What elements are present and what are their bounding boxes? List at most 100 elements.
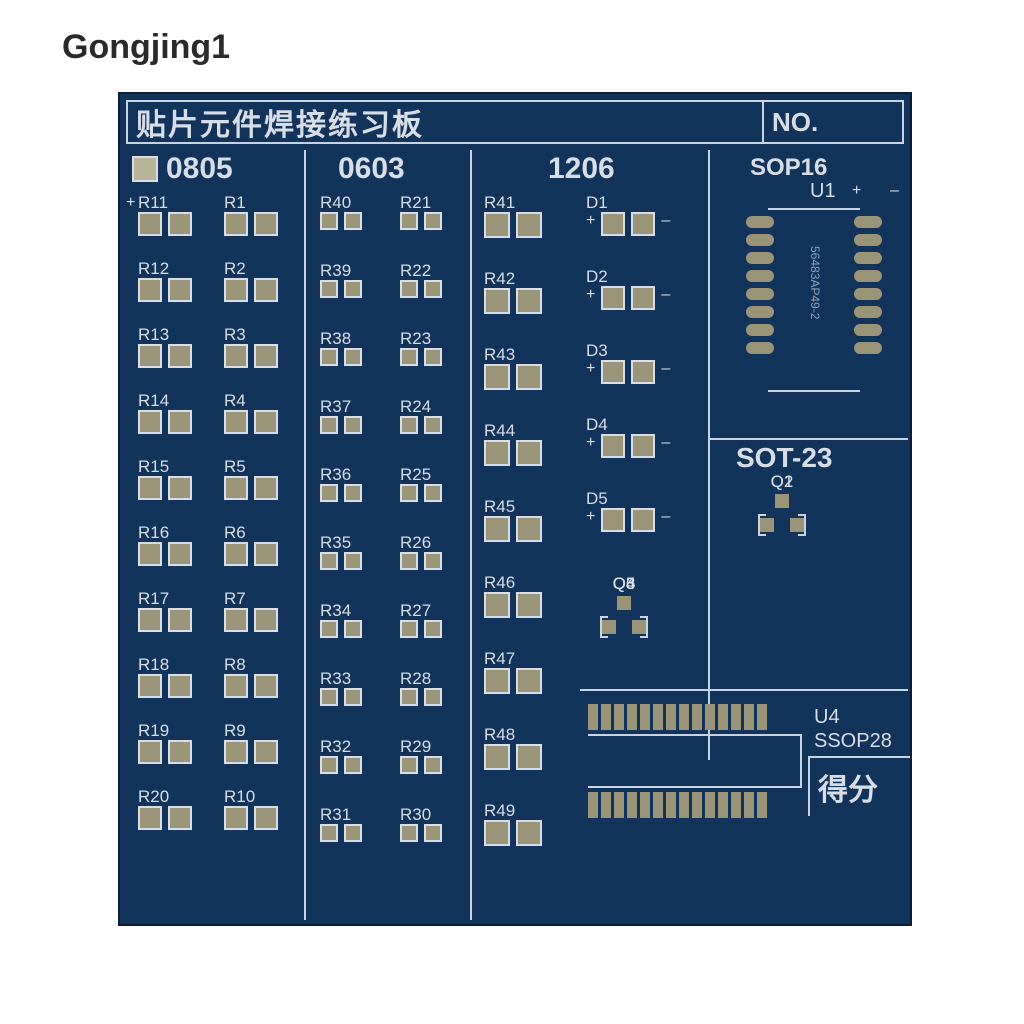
ssop-pin [718,704,728,730]
pad [138,542,162,566]
ref-label: R35 [320,534,351,552]
polarity-mark: – [661,212,670,236]
polarity-mark: – [661,360,670,384]
ref-label: R27 [400,602,431,620]
ssop-pin [614,792,624,818]
ref-label: R7 [224,590,246,608]
pads [320,688,362,706]
pads [400,552,442,570]
ssop28-pins-top [588,704,802,730]
ref-label: R47 [484,650,515,668]
ref-label: R6 [224,524,246,542]
pads [224,608,278,632]
ssop-pin [588,792,598,818]
component-r6: R6 [224,524,278,566]
component-r12: R12 [138,260,192,302]
score-box: 得分 [808,756,910,816]
ref-label: R13 [138,326,169,344]
pad [320,552,338,570]
ref-label: R22 [400,262,431,280]
ref-label: R21 [400,194,431,212]
divider [708,150,710,760]
label-0805: 0805 [166,152,233,186]
ref-label: R41 [484,194,515,212]
ssop-pin [705,704,715,730]
pad [344,280,362,298]
ref-label: R33 [320,670,351,688]
pad [344,824,362,842]
pads: +– [586,360,670,384]
pads [224,344,278,368]
ref-label: R8 [224,656,246,674]
component-r29: R29 [400,738,442,774]
component-r39: R39 [320,262,362,298]
ssop-pin [679,792,689,818]
pad [400,416,418,434]
component-r24: R24 [400,398,442,434]
pad [138,278,162,302]
pad [168,806,192,830]
pads [400,756,442,774]
ssop-pin [666,792,676,818]
ssop-pin [744,792,754,818]
pads: +– [586,286,670,310]
pad [138,410,162,434]
ssop-pin [692,704,702,730]
pad [344,348,362,366]
pad [168,212,192,236]
header-title: 贴片元件焊接练习板 [126,100,764,144]
ref-label: R1 [224,194,246,212]
component-r35: R35 [320,534,362,570]
ref-label: R19 [138,722,169,740]
ref-label: R44 [484,422,515,440]
ref-label: R3 [224,326,246,344]
component-r48: R48 [484,726,542,770]
pad [400,620,418,638]
pad [168,476,192,500]
pcb-board: 贴片元件焊接练习板 NO. 0805 0603 1206 SOP16 SOT-2… [118,92,912,926]
label-sop16: SOP16 [750,154,827,182]
ssop-pin [718,792,728,818]
component-d3: D3+– [586,342,670,384]
ssop-pin [601,704,611,730]
pad [516,288,542,314]
pad [424,688,442,706]
ref-label: R24 [400,398,431,416]
pads [224,476,278,500]
col-0805-left: R11R12R13R14R15R16R17R18R19R20 [138,194,192,830]
pad [775,494,789,508]
pad [424,416,442,434]
component-r4: R4 [224,392,278,434]
ref-label: R2 [224,260,246,278]
pad [254,476,278,500]
pad [254,410,278,434]
ref-label: R28 [400,670,431,688]
pads [320,416,362,434]
pad [400,212,418,230]
ssop-pin [666,704,676,730]
col-0805-right: R1R2R3R4R5R6R7R8R9R10 [224,194,278,830]
pad [516,744,542,770]
ref-label: R46 [484,574,515,592]
component-r5: R5 [224,458,278,500]
pad [516,212,542,238]
sop-pin [746,270,774,282]
pad [138,608,162,632]
ref-label: R12 [138,260,169,278]
pad [224,212,248,236]
sop-pin [854,252,882,264]
pad [424,348,442,366]
sop-pin [854,288,882,300]
polarity-mark: – [661,508,670,532]
ssop-pin [601,792,611,818]
pads [320,552,362,570]
component-r31: R31 [320,806,362,842]
ssop28-footprint: U4 SSOP28 [588,704,802,818]
pads [484,668,542,694]
ref-label: R15 [138,458,169,476]
ssop-pin [731,704,741,730]
pad [320,824,338,842]
pad [168,542,192,566]
pad [424,620,442,638]
pad [138,806,162,830]
